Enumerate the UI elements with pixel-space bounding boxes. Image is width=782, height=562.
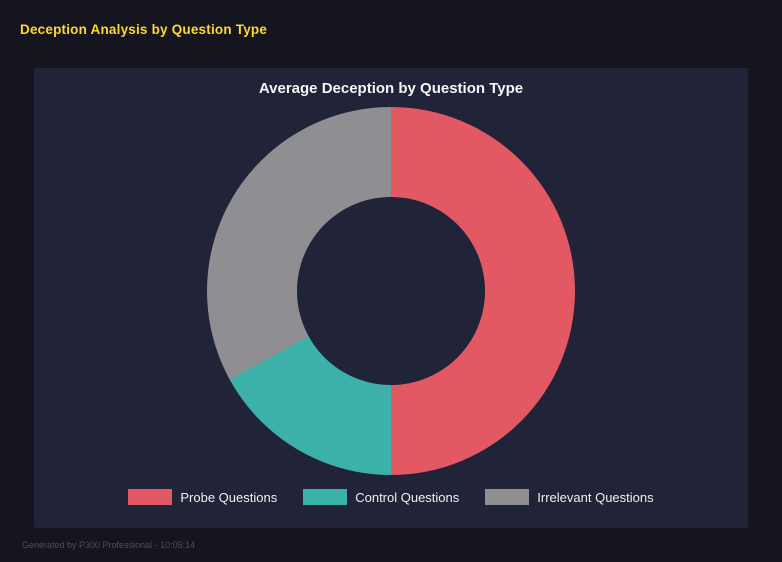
legend-swatch-irrelevant-questions [485, 489, 530, 505]
legend-label-probe-questions: Probe Questions [180, 489, 278, 505]
footer-status: Generated by P300 Professional - 10:05:1… [22, 540, 196, 550]
legend-item-irrelevant-questions: Irrelevant Questions [485, 489, 654, 505]
donut-chart [207, 107, 575, 475]
chart-panel: Average Deception by Question Type Probe… [34, 68, 748, 528]
legend-label-control-questions: Control Questions [355, 489, 460, 505]
page-title: Deception Analysis by Question Type [20, 22, 268, 37]
legend-item-control-questions: Control Questions [303, 489, 459, 505]
chart-title: Average Deception by Question Type [258, 80, 524, 97]
donut-hole [297, 197, 485, 385]
legend-label-irrelevant-questions: Irrelevant Questions [537, 489, 654, 505]
legend-swatch-control-questions [303, 489, 348, 505]
legend-swatch-probe-questions [128, 489, 173, 505]
chart-legend: Probe Questions Control Questions Irrele… [128, 489, 654, 505]
legend-item-probe-questions: Probe Questions [128, 489, 277, 505]
